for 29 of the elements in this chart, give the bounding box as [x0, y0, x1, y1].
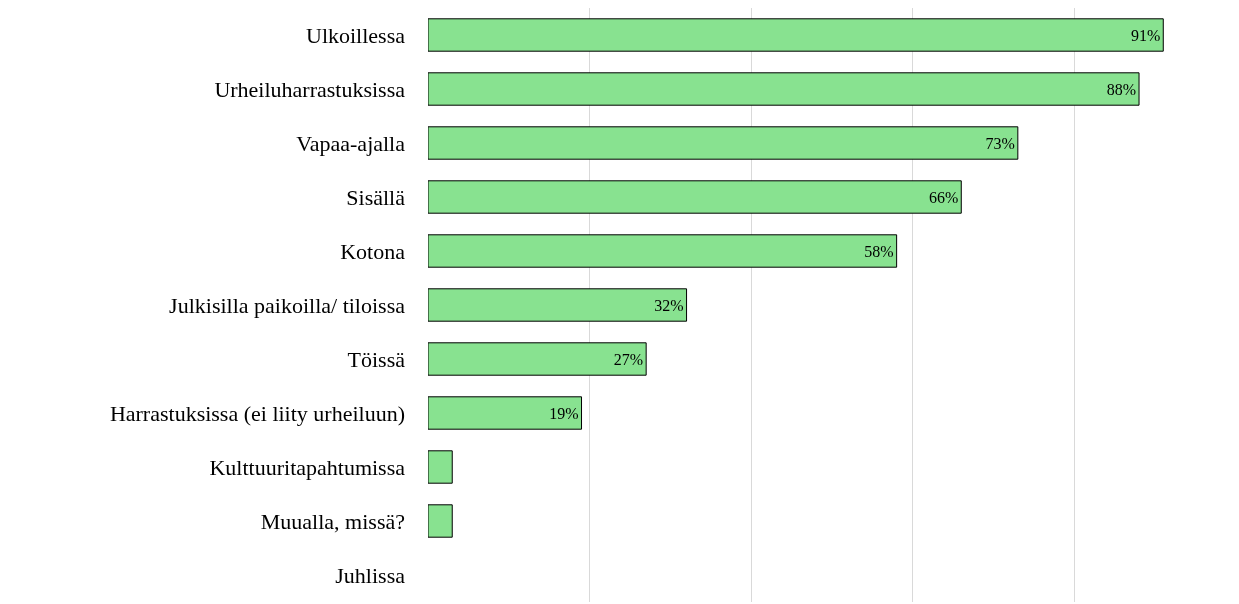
- bar: [428, 288, 688, 322]
- data-label: 58%: [864, 242, 894, 260]
- y-tick-label: Ulkoillessa: [306, 22, 406, 48]
- data-label: 73%: [985, 134, 1015, 152]
- data-label: 32%: [654, 296, 684, 314]
- y-tick-label: Kotona: [340, 238, 406, 264]
- y-tick-label: Urheiluharrastuksissa: [214, 76, 406, 102]
- y-tick-label: Harrastuksissa (ei liity urheiluun): [109, 400, 405, 426]
- data-label: 27%: [613, 350, 644, 368]
- bar: [428, 18, 1164, 52]
- bar: [428, 180, 962, 214]
- y-tick-label: Sisällä: [346, 184, 406, 210]
- bar: [428, 450, 453, 484]
- bar: [428, 342, 647, 376]
- data-label: 91%: [1130, 26, 1161, 44]
- y-tick-label: Muualla, missä?: [260, 508, 405, 534]
- bar: [428, 504, 453, 538]
- y-tick-label: Kulttuuritapahtumissa: [209, 454, 406, 480]
- data-label: 19%: [549, 404, 579, 422]
- data-label: 66%: [928, 188, 959, 206]
- y-tick-label: Töissä: [347, 346, 406, 372]
- y-tick-label: Vapaa-ajalla: [296, 130, 406, 156]
- data-label: 88%: [1106, 80, 1137, 98]
- bar: [428, 396, 583, 430]
- bar: [428, 72, 1140, 106]
- y-tick-label: Juhlissa: [335, 562, 406, 588]
- bar: [428, 126, 1019, 160]
- y-tick-label: Julkisilla paikoilla/ tiloissa: [169, 292, 406, 318]
- bar: [428, 234, 898, 268]
